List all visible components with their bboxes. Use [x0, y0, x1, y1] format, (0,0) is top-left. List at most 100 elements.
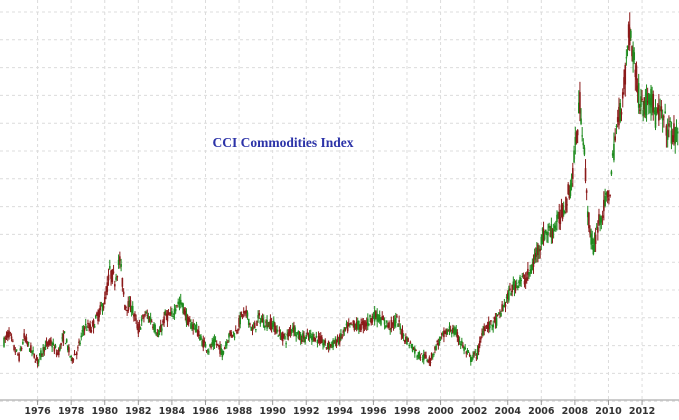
candle-body — [522, 275, 525, 277]
candle-body — [644, 100, 647, 115]
candle-body — [676, 131, 679, 134]
x-tick-label: 2010 — [595, 406, 622, 417]
candle-body — [341, 336, 343, 339]
x-tick-label: 1984 — [159, 406, 186, 417]
candle-body — [45, 342, 48, 344]
candle-body — [159, 324, 162, 333]
candle-body — [532, 261, 535, 267]
candle-body — [508, 289, 510, 301]
candle-body — [172, 315, 174, 317]
candle-body — [419, 356, 422, 358]
candle-body — [90, 329, 93, 333]
x-tick-label: 1976 — [24, 406, 51, 417]
candle-body — [50, 340, 52, 345]
candle-body — [222, 350, 225, 354]
candle-body — [168, 314, 171, 316]
candle-body — [237, 329, 239, 332]
candle-body — [599, 215, 601, 225]
candle-body — [150, 321, 153, 323]
x-tick-label: 1988 — [226, 406, 253, 417]
candle-body — [614, 136, 616, 141]
candle-body — [334, 338, 337, 343]
candle-body — [103, 297, 106, 305]
candle-body — [393, 319, 396, 327]
candle-body — [70, 355, 72, 358]
candle-body — [586, 211, 589, 218]
candle-body — [494, 317, 497, 324]
candle-body — [446, 329, 449, 335]
candle-body — [501, 304, 503, 312]
candle-body — [358, 320, 360, 330]
candle-body — [448, 326, 451, 331]
candle-body — [251, 328, 254, 331]
candle-body — [64, 343, 67, 345]
candle-body — [619, 103, 622, 122]
candle-body — [272, 320, 275, 327]
candle-body — [353, 323, 356, 331]
candle-body — [511, 284, 514, 293]
candle-body — [422, 353, 425, 361]
candle-body — [206, 350, 209, 352]
candle-body — [147, 316, 150, 320]
candle-body — [359, 327, 361, 330]
candle-body — [443, 330, 445, 338]
candle-body — [409, 341, 412, 343]
candle-body — [249, 323, 251, 325]
candle-body — [355, 322, 358, 329]
candle-body — [411, 346, 414, 352]
candle-body — [536, 247, 538, 256]
candle-body — [185, 313, 188, 323]
candle-body — [571, 168, 574, 179]
candle-body — [77, 347, 79, 349]
candle-body — [269, 319, 272, 330]
candle-body — [71, 358, 74, 362]
candle-body — [14, 351, 17, 353]
x-tick-label: 1978 — [58, 406, 85, 417]
candle-body — [376, 313, 378, 322]
candle-body — [611, 153, 614, 156]
candle-body — [503, 303, 506, 308]
candle-body — [59, 345, 61, 351]
candle-body — [399, 326, 402, 330]
candle-body — [193, 323, 196, 325]
candle-body — [10, 336, 13, 339]
candle-body — [197, 330, 200, 336]
candle-body — [392, 320, 395, 326]
candle-body — [658, 105, 660, 121]
candle-body — [345, 323, 348, 326]
candle-body — [427, 360, 430, 363]
candle-body — [426, 360, 428, 362]
candle-body — [46, 342, 49, 346]
candle-body — [138, 324, 141, 328]
candle-body — [455, 329, 458, 335]
candle-body — [233, 336, 236, 338]
candle-body — [487, 321, 490, 330]
candle-body — [302, 333, 304, 339]
candle-body — [174, 308, 177, 312]
candle-body — [23, 333, 25, 338]
candle-body — [256, 320, 258, 326]
candle-body — [347, 323, 350, 326]
candle-body — [362, 320, 365, 329]
candle-body — [264, 325, 266, 328]
candle-body — [553, 225, 556, 229]
candle-body — [17, 354, 19, 356]
candle-body — [187, 318, 190, 324]
candle-body — [569, 184, 572, 196]
candle-body — [499, 312, 501, 314]
candle-body — [621, 92, 624, 99]
candle-body — [234, 330, 237, 332]
candle-body — [37, 359, 40, 363]
candle-body — [244, 310, 246, 315]
candle-body — [583, 147, 586, 155]
candle-body — [96, 312, 98, 316]
candle-body — [297, 330, 300, 339]
candle-body — [75, 352, 78, 356]
candle-body — [481, 333, 483, 336]
candle-body — [627, 24, 630, 38]
candle-body — [589, 230, 591, 234]
candle-body — [100, 305, 103, 307]
candle-body — [628, 27, 631, 46]
candle-body — [510, 292, 512, 296]
candle-body — [519, 276, 521, 284]
